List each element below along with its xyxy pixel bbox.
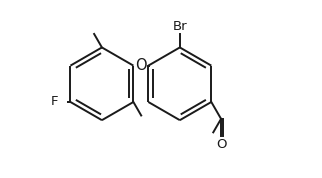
Text: Br: Br	[173, 20, 187, 33]
Text: O: O	[216, 138, 226, 151]
Text: F: F	[51, 95, 59, 108]
Text: O: O	[135, 58, 147, 73]
